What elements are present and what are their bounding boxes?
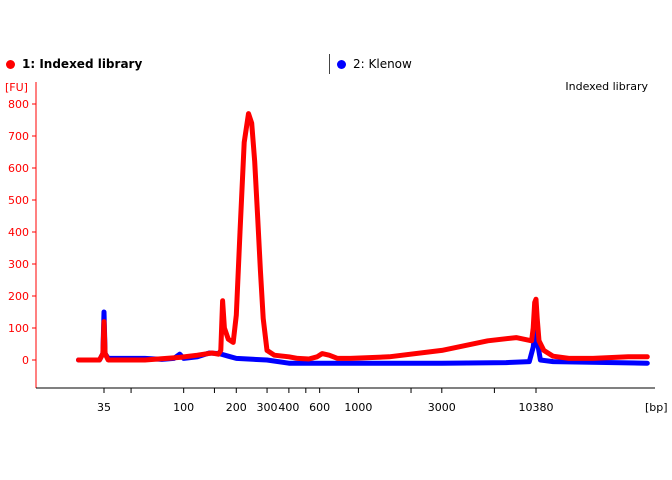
legend: 1: Indexed library 2: Klenow bbox=[0, 52, 672, 76]
x-axis-label: [bp] bbox=[645, 401, 668, 414]
x-tick-label: 10380 bbox=[519, 401, 554, 414]
electropherogram-chart: Indexed library [FU] [bp] 01002003004005… bbox=[5, 80, 668, 414]
legend-marker-klenow bbox=[337, 59, 346, 69]
x-tick-label: 1000 bbox=[344, 401, 372, 414]
legend-item-indexed-library[interactable]: 1: Indexed library bbox=[6, 52, 142, 76]
x-tick-label: 35 bbox=[97, 401, 111, 414]
legend-separator bbox=[329, 54, 330, 74]
y-tick-label: 400 bbox=[8, 226, 29, 239]
x-tick-label: 400 bbox=[278, 401, 299, 414]
legend-marker-indexed-library bbox=[6, 59, 15, 69]
y-tick-label: 600 bbox=[8, 162, 29, 175]
x-tick-label: 3000 bbox=[428, 401, 456, 414]
y-tick-label: 300 bbox=[8, 258, 29, 271]
x-tick-label: 300 bbox=[257, 401, 278, 414]
plot-area: Indexed library [FU] [bp] 0 100 200 300 400 5… bbox=[0, 76, 672, 422]
x-tick-label: 200 bbox=[226, 401, 247, 414]
series-line-1-indexed-library bbox=[76, 111, 650, 363]
legend-label: 2: Klenow bbox=[353, 57, 412, 71]
y-tick-label: 0 bbox=[22, 354, 29, 367]
y-axis-label: [FU] bbox=[5, 81, 28, 94]
y-tick-label: 700 bbox=[8, 130, 29, 143]
x-tick-label: 100 bbox=[173, 401, 194, 414]
y-tick-label: 100 bbox=[8, 322, 29, 335]
y-tick-label: 200 bbox=[8, 290, 29, 303]
legend-label: 1: Indexed library bbox=[22, 57, 143, 71]
legend-item-klenow[interactable]: 2: Klenow bbox=[337, 52, 412, 76]
x-tick-label: 600 bbox=[309, 401, 330, 414]
chart-title: Indexed library bbox=[565, 80, 648, 93]
y-tick-label: 500 bbox=[8, 194, 29, 207]
y-tick-label: 800 bbox=[8, 98, 29, 111]
